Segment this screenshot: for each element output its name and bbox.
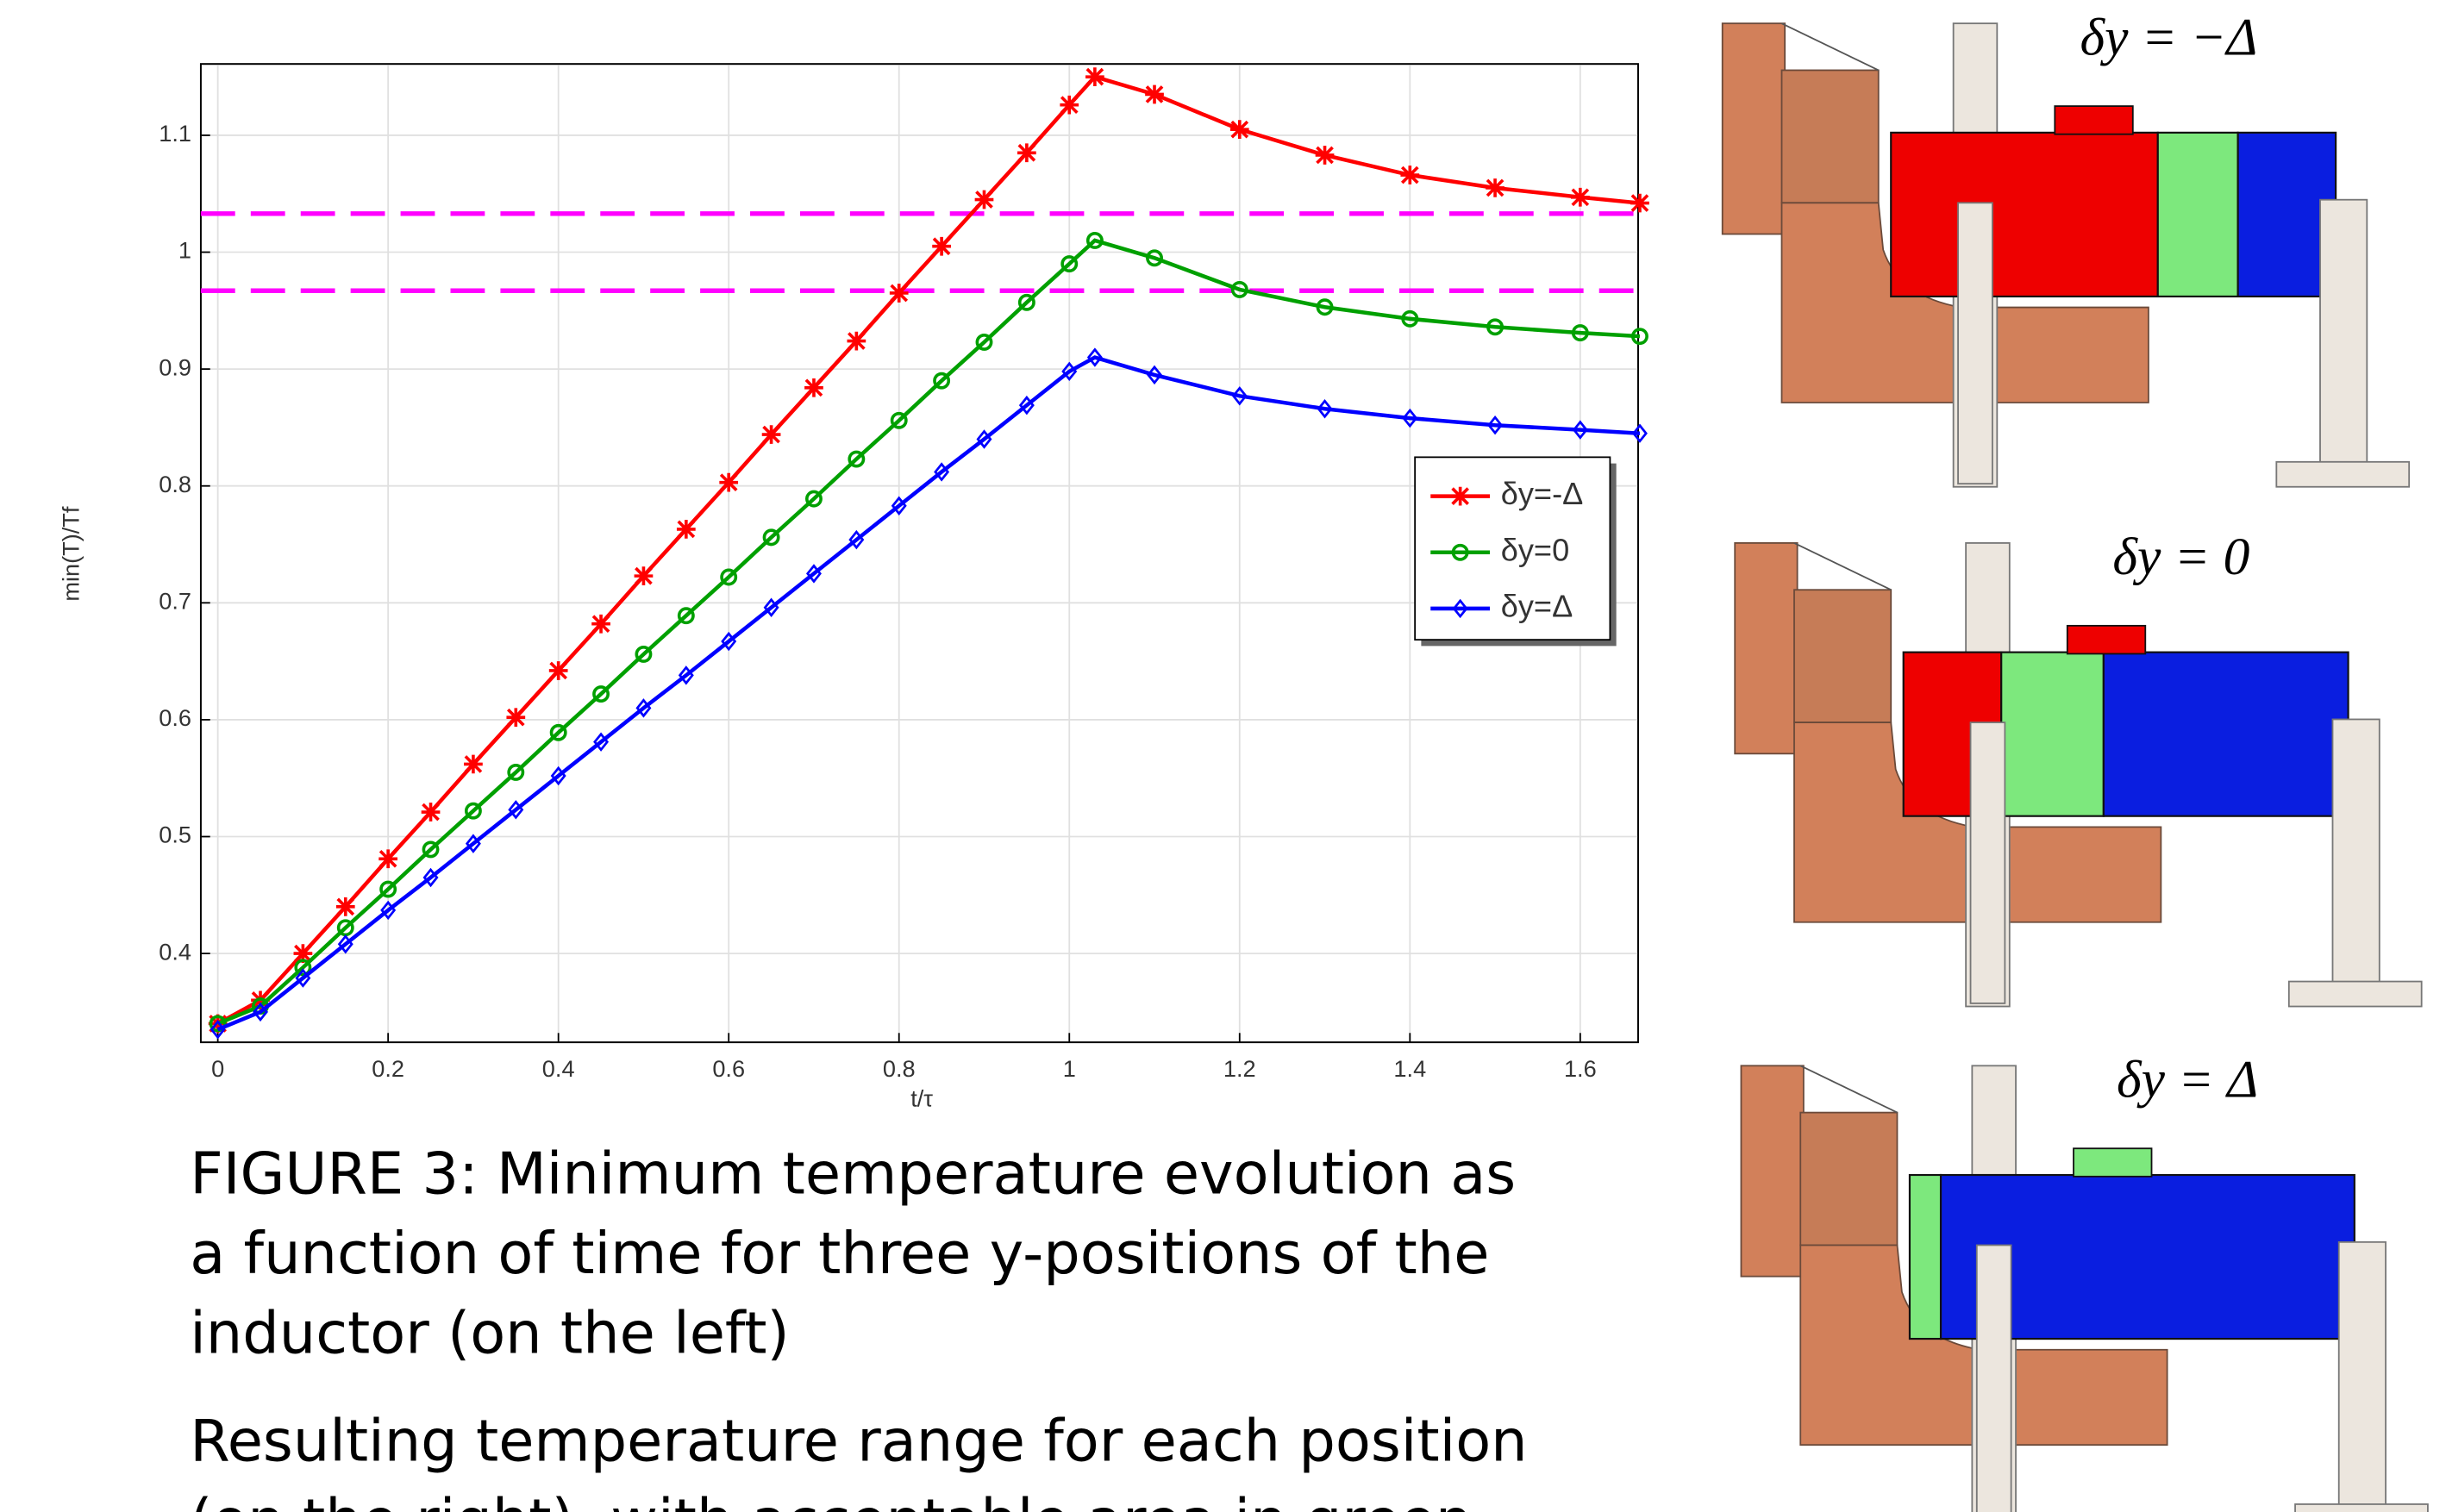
caption-line: (on the right), with acceptable area in … bbox=[190, 1487, 1472, 1512]
inductor bbox=[1800, 1113, 1897, 1246]
y-tick-label: 0.5 bbox=[159, 822, 191, 848]
pillar bbox=[2339, 1242, 2386, 1508]
marker bbox=[378, 849, 397, 868]
marker bbox=[1145, 85, 1164, 104]
marker bbox=[506, 708, 525, 727]
x-tick-label: 1.6 bbox=[1564, 1055, 1597, 1082]
x-tick-label: 0.2 bbox=[372, 1055, 404, 1082]
pillar bbox=[1958, 203, 1992, 484]
workpiece-zone bbox=[2158, 133, 2238, 297]
marker bbox=[975, 191, 994, 209]
marker bbox=[1230, 120, 1249, 139]
x-tick-label: 1 bbox=[1063, 1055, 1076, 1082]
marker bbox=[847, 332, 866, 351]
marker bbox=[677, 520, 696, 539]
workpiece-zone bbox=[2104, 653, 2349, 816]
marker bbox=[635, 566, 654, 585]
marker bbox=[932, 237, 951, 256]
y-tick-label: 0.8 bbox=[159, 471, 191, 497]
pillar-base bbox=[2295, 1504, 2428, 1512]
pillar bbox=[2320, 200, 2367, 465]
panel-title: δy = Δ bbox=[2117, 1051, 2258, 1109]
marker bbox=[1060, 96, 1079, 115]
caption-line: a function of time for three y-positions… bbox=[190, 1220, 1489, 1287]
marker bbox=[1451, 487, 1470, 506]
legend-label: δy=0 bbox=[1501, 532, 1570, 567]
marker bbox=[422, 803, 441, 822]
legend-label: δy=-Δ bbox=[1501, 476, 1584, 511]
marker bbox=[762, 425, 781, 444]
marker bbox=[1400, 166, 1419, 184]
x-tick-label: 0.6 bbox=[712, 1055, 745, 1082]
caption-line: FIGURE 3: Minimum temperature evolution … bbox=[190, 1140, 1516, 1208]
inductor bbox=[1782, 70, 1879, 203]
marker bbox=[1017, 143, 1036, 162]
marker bbox=[804, 378, 823, 397]
page: min(T)/Tf t/τ 0.4 0.5 0.6 0.7 0.8 0.9 1 1.1 0 0.2… bbox=[0, 0, 2446, 1512]
y-tick-label: 0.7 bbox=[159, 587, 191, 614]
x-tick-label: 0.8 bbox=[883, 1055, 916, 1082]
x-tick-label: 0.4 bbox=[542, 1055, 575, 1082]
marker bbox=[1571, 188, 1590, 207]
pillar-base bbox=[2289, 982, 2422, 1007]
marker bbox=[591, 615, 610, 634]
panel-title: δy = −Δ bbox=[2080, 8, 2258, 66]
marker bbox=[1316, 146, 1335, 165]
legend: δy=-Δ δy=0 δy=Δ bbox=[1415, 457, 1617, 646]
marker bbox=[1630, 194, 1649, 213]
workpiece-top bbox=[2074, 1148, 2152, 1177]
marker bbox=[464, 755, 483, 774]
legend-label: δy=Δ bbox=[1501, 589, 1573, 624]
y-axis-label: min(T)/Tf bbox=[58, 506, 84, 602]
inductor bbox=[1735, 543, 1797, 753]
pillar bbox=[1971, 722, 2005, 1003]
caption-line: Resulting temperature range for each pos… bbox=[190, 1407, 1527, 1474]
pillar bbox=[1977, 1245, 2011, 1512]
pillar bbox=[2332, 719, 2379, 984]
marker bbox=[890, 284, 909, 303]
y-tick-label: 0.9 bbox=[159, 353, 191, 380]
caption-line: inductor (on the left) bbox=[190, 1299, 790, 1366]
marker bbox=[336, 897, 355, 916]
slide: min(T)/Tf t/τ 0.4 0.5 0.6 0.7 0.8 0.9 1 1.1 0 0.2… bbox=[0, 0, 2446, 1512]
x-tick-label: 1.4 bbox=[1393, 1055, 1426, 1082]
workpiece-zone bbox=[1910, 1175, 1941, 1339]
inductor bbox=[1794, 590, 1891, 722]
pillar-base bbox=[2276, 462, 2409, 487]
y-tick-label: 0.6 bbox=[159, 704, 191, 731]
workpiece-zone bbox=[1891, 133, 2158, 297]
y-tick-label: 1.1 bbox=[159, 120, 191, 147]
marker bbox=[549, 661, 568, 680]
panel-title: δy = 0 bbox=[2112, 528, 2249, 586]
x-tick-label: 1.2 bbox=[1223, 1055, 1256, 1082]
inductor bbox=[1741, 1065, 1803, 1276]
marker bbox=[1085, 67, 1104, 86]
workpiece-top bbox=[2055, 106, 2133, 134]
marker bbox=[719, 473, 738, 492]
x-axis-label: t/τ bbox=[910, 1084, 933, 1111]
workpiece-zone bbox=[2001, 653, 2104, 816]
marker bbox=[1486, 178, 1505, 197]
y-tick-label: 0.4 bbox=[159, 938, 191, 965]
inductor bbox=[1723, 23, 1785, 234]
x-tick-label: 0 bbox=[211, 1055, 224, 1082]
y-tick-label: 1 bbox=[178, 237, 191, 264]
workpiece-top bbox=[2068, 626, 2146, 654]
